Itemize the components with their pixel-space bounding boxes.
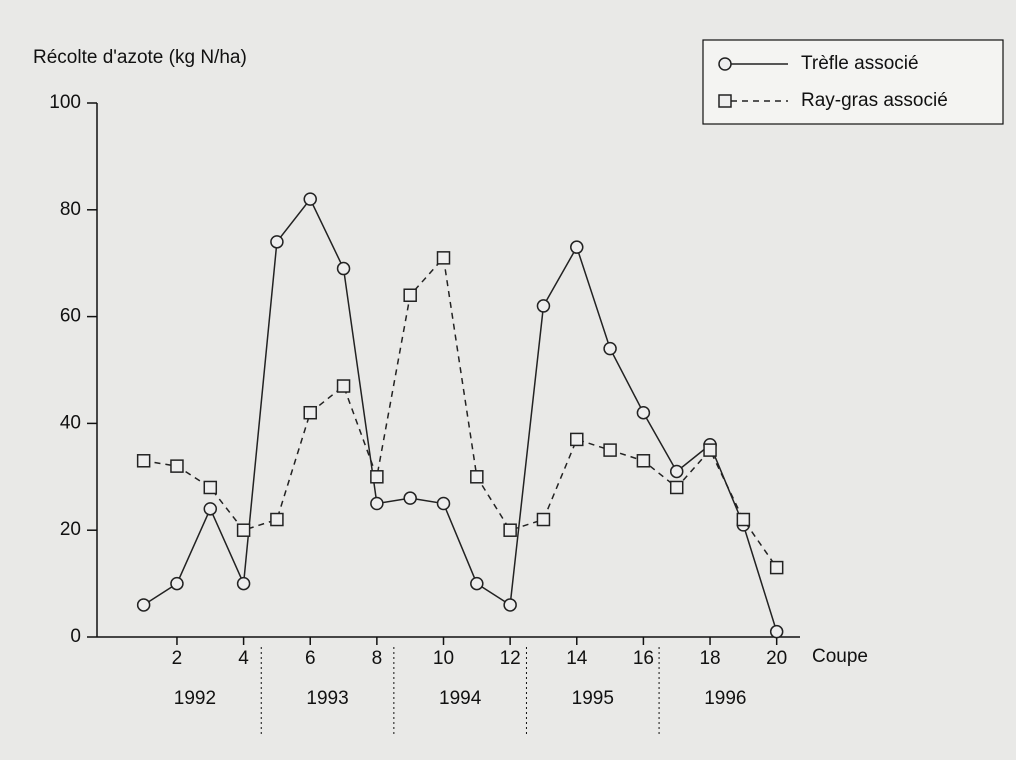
point (303, 192, 317, 206)
x-tick-label: 6 (305, 648, 316, 669)
point (370, 496, 384, 511)
point (336, 379, 351, 393)
point (636, 405, 651, 420)
year-label: 1996 (704, 688, 746, 709)
y-tick-label: 40 (60, 412, 81, 433)
legend-label: Ray-gras associé (801, 90, 948, 111)
point (669, 464, 684, 479)
year-label: 1995 (572, 688, 614, 709)
point (203, 480, 218, 495)
point (570, 240, 584, 254)
point (636, 454, 651, 468)
legend-marker (718, 94, 732, 108)
point (769, 560, 784, 575)
y-tick-label: 0 (70, 626, 81, 647)
y-axis-label: Récolte d'azote (kg N/ha) (33, 47, 247, 68)
x-axis-label: Coupe (812, 646, 868, 667)
x-tick-label: 18 (699, 648, 720, 669)
point (203, 502, 218, 516)
point (370, 470, 384, 484)
point (436, 496, 451, 511)
point (236, 523, 251, 537)
year-label: 1994 (439, 688, 482, 709)
point (436, 251, 451, 265)
point (503, 598, 517, 612)
point (136, 454, 151, 468)
legend-marker (718, 57, 732, 71)
point (603, 341, 617, 356)
x-tick-label: 10 (433, 648, 454, 669)
point (470, 576, 484, 591)
point (570, 432, 584, 447)
x-tick-label: 8 (372, 648, 383, 669)
year-label: 1992 (174, 688, 216, 709)
x-tick-label: 12 (500, 648, 521, 669)
x-tick-label: 2 (172, 648, 183, 669)
x-tick-label: 14 (566, 648, 588, 669)
point (136, 598, 151, 612)
point (536, 299, 551, 313)
point (536, 512, 551, 527)
y-tick-label: 80 (60, 199, 81, 220)
point (270, 512, 284, 527)
point (170, 459, 184, 473)
x-tick-label: 4 (238, 648, 249, 669)
y-tick-label: 20 (60, 519, 81, 540)
point (336, 261, 351, 276)
point (403, 491, 417, 505)
point (303, 405, 317, 420)
y-tick-label: 60 (60, 306, 81, 327)
x-tick-label: 16 (633, 648, 654, 669)
point (703, 443, 717, 457)
legend-box (702, 39, 1004, 125)
point (403, 288, 417, 302)
point (603, 443, 617, 457)
year-label: 1993 (306, 688, 348, 709)
point (170, 576, 184, 591)
x-tick-label: 20 (766, 648, 787, 669)
point (669, 480, 684, 495)
point (470, 470, 484, 484)
point (503, 523, 517, 537)
point (236, 576, 251, 591)
point (736, 512, 751, 527)
y-tick-label: 100 (49, 92, 81, 113)
point (270, 235, 284, 249)
legend-label: Trèfle associé (801, 53, 919, 74)
point (769, 624, 784, 639)
